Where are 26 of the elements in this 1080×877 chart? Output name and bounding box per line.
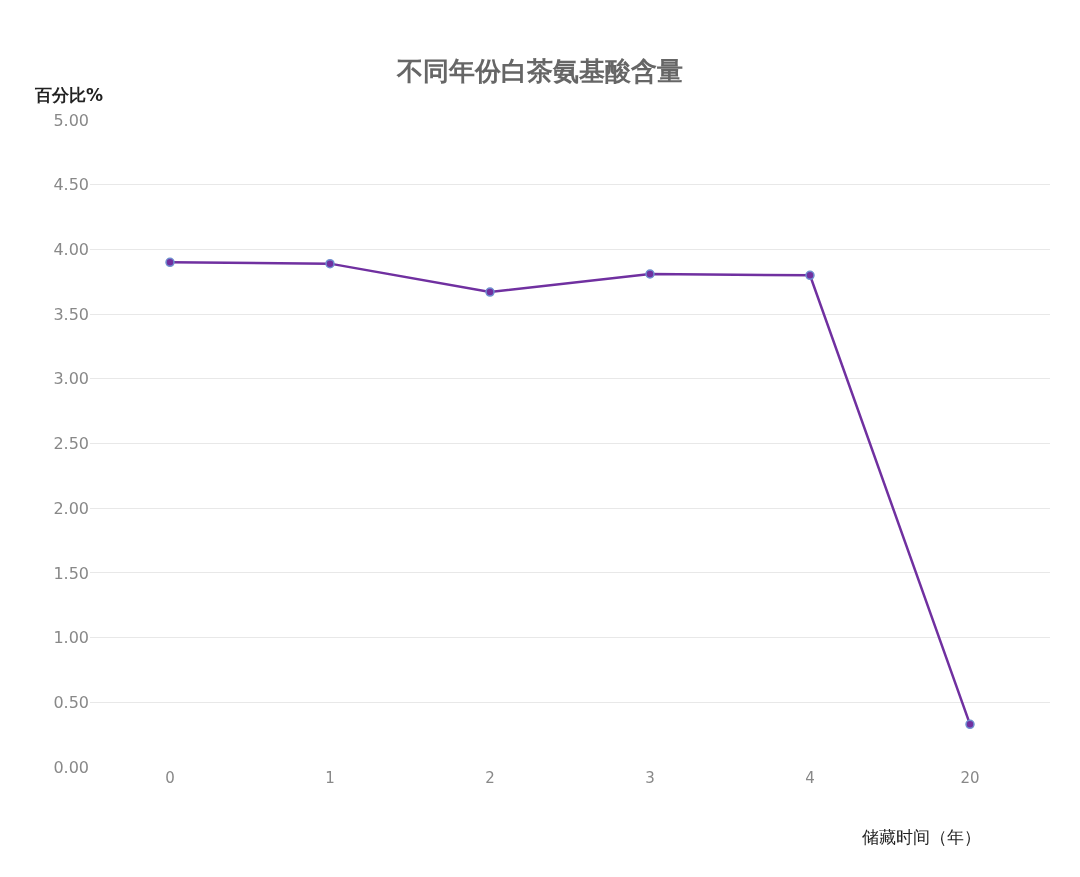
y-tick-label: 5.00 — [53, 110, 89, 130]
x-tick-label: 4 — [805, 769, 815, 787]
y-tick-label: 0.50 — [53, 692, 89, 712]
y-tick-label: 3.00 — [53, 369, 89, 389]
y-tick-label: 4.00 — [53, 240, 89, 259]
point — [325, 258, 335, 269]
y-tick-label: 1.00 — [53, 628, 89, 648]
point — [165, 257, 175, 268]
y-axis-title: 百分比% — [34, 85, 104, 105]
y-tick-label: 0.00 — [53, 757, 89, 777]
x-tick-label: 1 — [325, 769, 335, 787]
y-tick-label: 1.50 — [53, 563, 89, 583]
point — [965, 719, 975, 730]
y-tick-label: 2.50 — [53, 434, 89, 454]
point — [485, 287, 495, 297]
y-tick-label: 4.50 — [53, 175, 89, 195]
point — [805, 270, 815, 281]
y-tick-label: 3.50 — [53, 304, 89, 324]
x-tick-label: 0 — [165, 769, 175, 787]
y-tick-label: 2.00 — [53, 498, 89, 518]
x-tick-label: 2 — [485, 769, 495, 787]
x-axis-title: 储藏时间（年） — [862, 827, 981, 847]
x-tick-label: 20 — [960, 769, 980, 787]
chart-title: 不同年份白茶氨基酸含量 — [396, 55, 683, 86]
x-tick-label: 3 — [645, 769, 655, 787]
point — [645, 269, 655, 279]
